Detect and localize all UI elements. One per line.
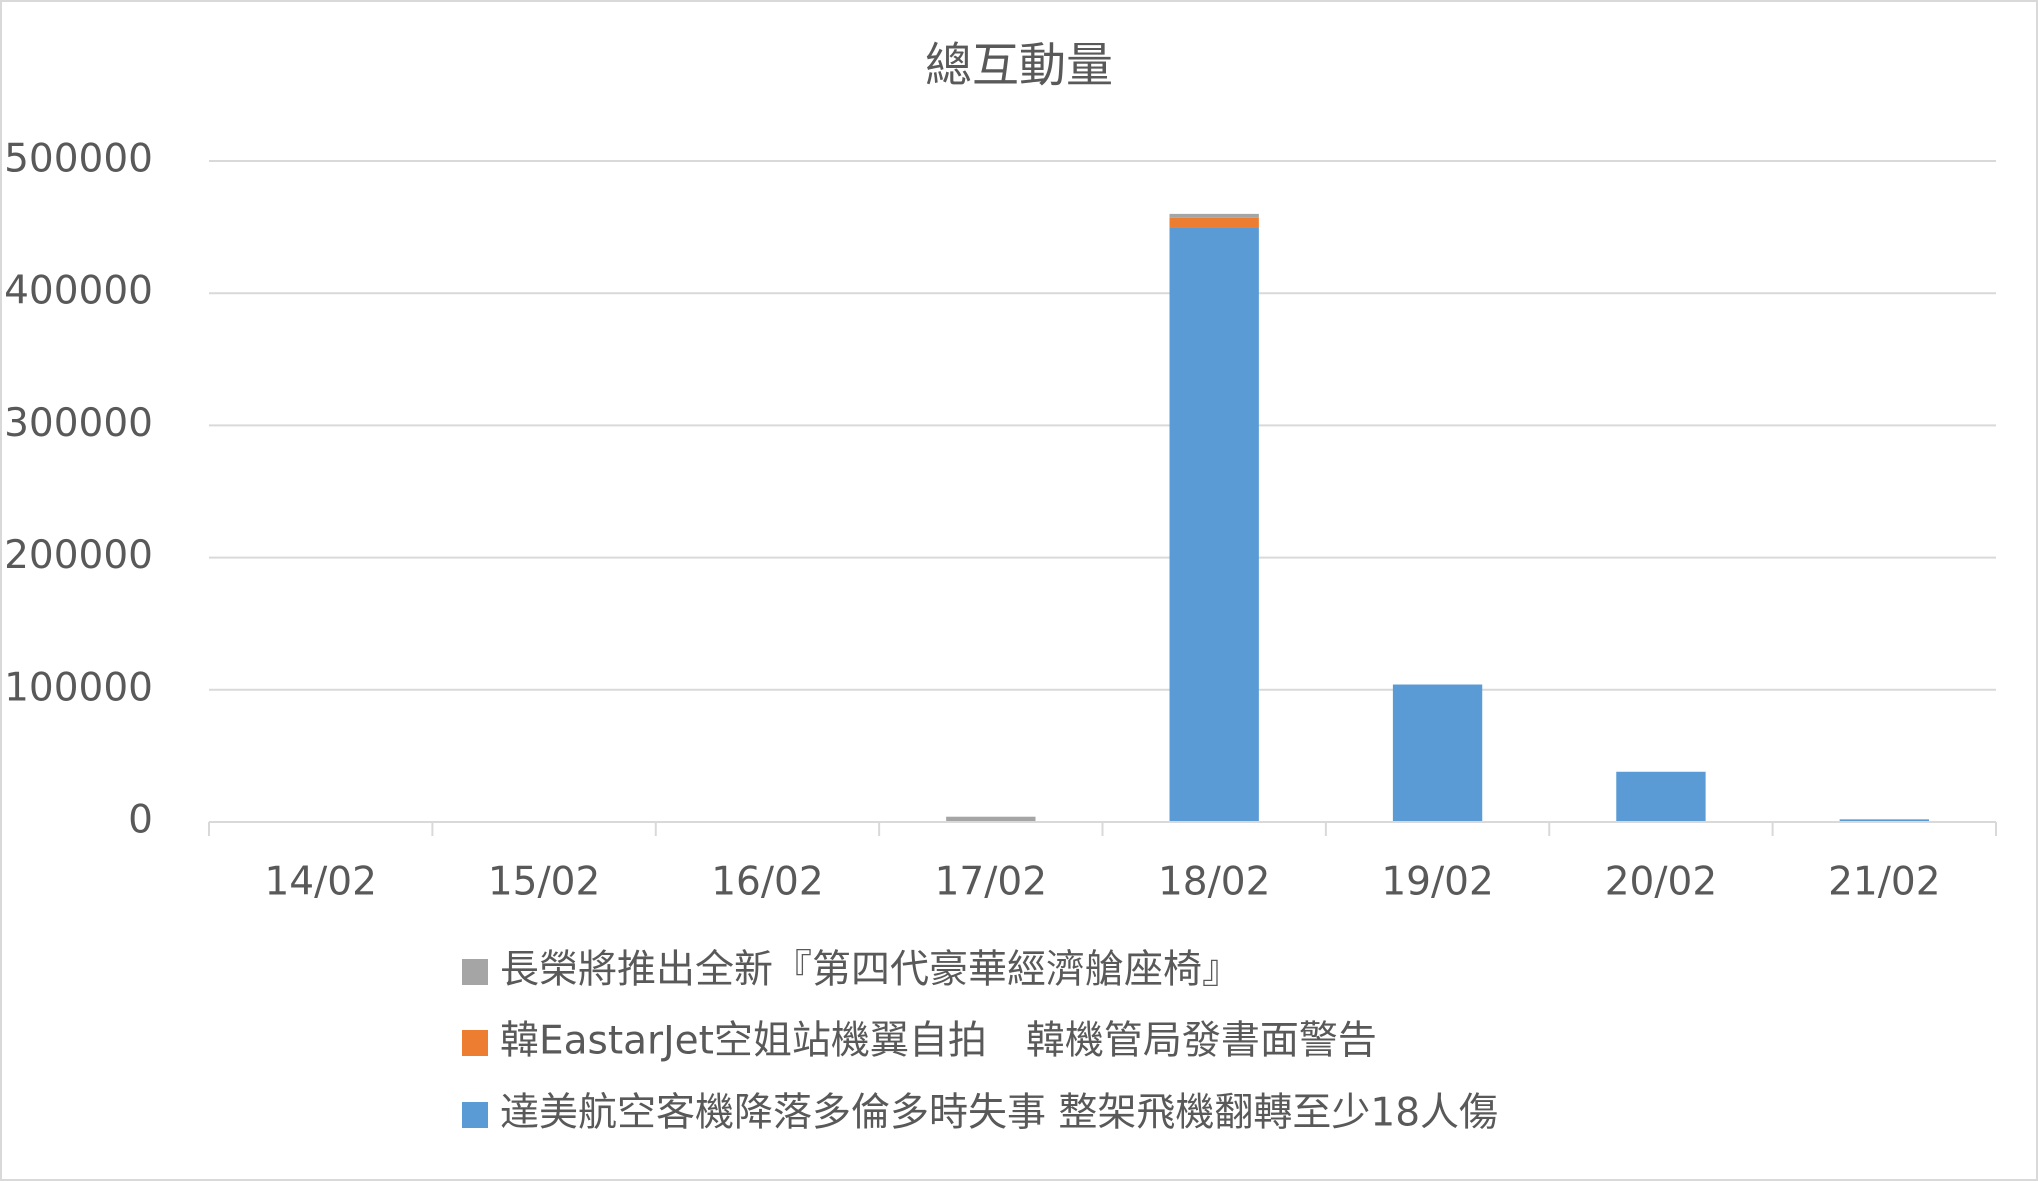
x-tick-label: 18/02 bbox=[1158, 860, 1270, 905]
legend-swatch bbox=[462, 1030, 488, 1056]
x-tick-label: 17/02 bbox=[935, 860, 1047, 905]
y-tick-label: 500000 bbox=[4, 137, 153, 182]
legend-swatch bbox=[462, 959, 488, 985]
y-tick-label: 200000 bbox=[4, 533, 153, 578]
x-tick-label: 20/02 bbox=[1605, 860, 1717, 905]
legend-label: 韓EastarJet空姐站機翼自拍 韓機管局發書面警告 bbox=[500, 1019, 1377, 1064]
y-tick-label: 400000 bbox=[4, 269, 153, 314]
bar-segment bbox=[1839, 819, 1929, 822]
bar-segment bbox=[1169, 217, 1259, 228]
y-tick-label: 100000 bbox=[4, 665, 153, 710]
legend-label: 長榮將推出全新『第四代豪華經濟艙座椅』 bbox=[500, 948, 1241, 993]
bar-segment bbox=[1169, 227, 1259, 823]
chart-title: 總互動量 bbox=[925, 39, 1113, 94]
bar-segment bbox=[1392, 684, 1483, 822]
bar-segment bbox=[946, 816, 1036, 822]
bar-segment bbox=[1169, 213, 1259, 218]
x-tick-label: 19/02 bbox=[1381, 860, 1493, 905]
x-tick-label: 14/02 bbox=[264, 860, 376, 905]
x-tick-label: 15/02 bbox=[488, 860, 600, 905]
bar-segment bbox=[1616, 771, 1706, 822]
x-tick-label: 21/02 bbox=[1828, 860, 1940, 905]
y-tick-label: 300000 bbox=[4, 401, 153, 446]
x-tick-label: 16/02 bbox=[711, 860, 823, 905]
legend-label: 達美航空客機降落多倫多時失事 整架飛機翻轉至少18人傷 bbox=[500, 1091, 1498, 1136]
legend-swatch bbox=[462, 1102, 488, 1128]
y-tick-label: 0 bbox=[128, 798, 153, 843]
